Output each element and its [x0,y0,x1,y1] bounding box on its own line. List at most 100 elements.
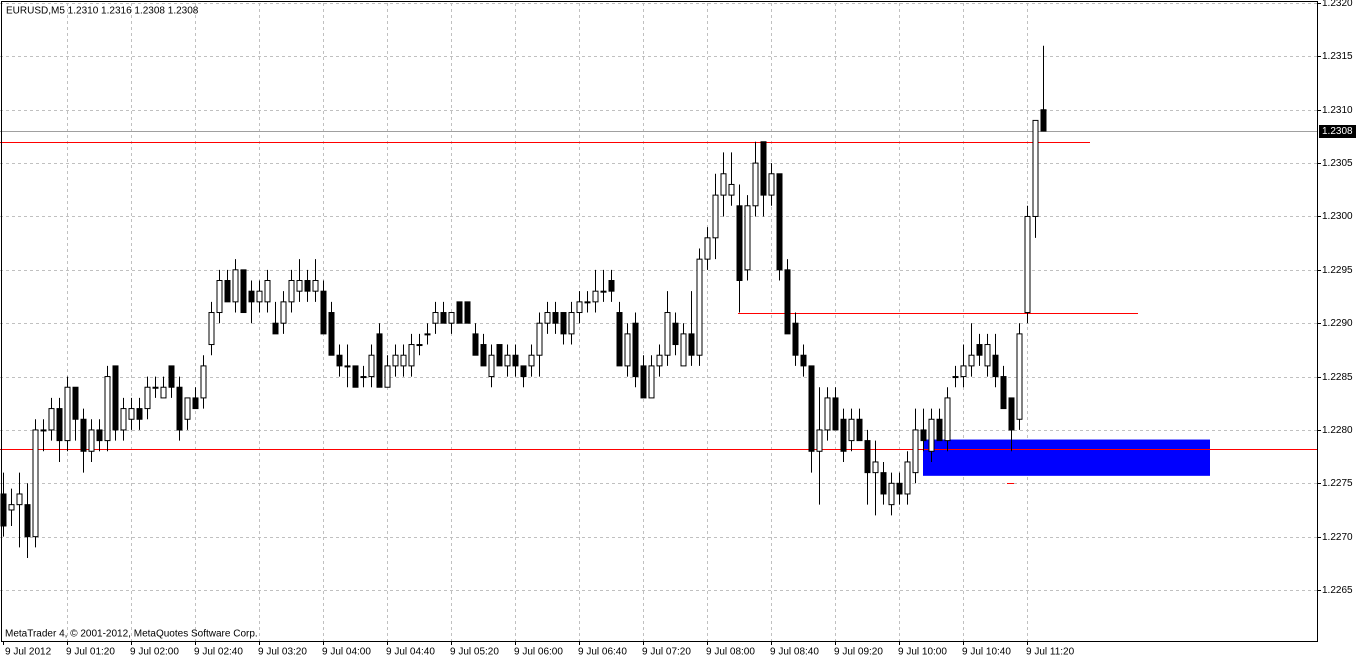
candle-body [936,418,943,442]
candle-body [152,386,159,389]
candle-body [240,269,247,314]
x-tick-label: 9 Jul 03:20 [258,647,307,658]
candle-body [1024,215,1031,314]
candle-body [48,408,55,431]
candle-body [24,504,31,538]
candle-body [976,344,983,356]
candle-body [32,429,39,538]
y-tick-label: 1.2290 [1322,318,1353,329]
chart-title: EURUSD,M5 1.2310 1.2316 1.2308 1.2308 [6,6,199,17]
candle-body [880,472,887,495]
candle-body [448,312,455,324]
candle-body [1008,397,1015,431]
candle-body [512,354,519,367]
candle-body [480,344,487,367]
y-tick-label: 1.2280 [1322,425,1353,436]
candle-body [944,397,951,442]
candle-body [408,344,415,367]
x-tick-label: 9 Jul 04:40 [386,647,435,658]
candle-body [744,205,751,271]
y-tick-label: 1.2275 [1322,478,1353,489]
candle-body [184,397,191,420]
candle-body [568,312,575,335]
candle-body [96,429,103,442]
plot-frame [1,1,1318,642]
candle-body [752,162,759,207]
candle-body [280,301,287,324]
candle-body [368,354,375,378]
candle-body [720,173,727,196]
candle-body [248,290,255,303]
candle-body [928,418,935,452]
candle-body [416,344,423,347]
candle-body [576,301,583,314]
candle-body [624,333,631,367]
current-price-box [1319,125,1356,138]
candle-body [960,365,967,378]
candle-body [840,418,847,452]
x-tick-label: 9 Jul 09:20 [834,647,883,658]
candle-body [672,322,679,346]
candle-body [424,333,431,336]
candle-body [696,258,703,356]
candle-body [832,397,839,431]
candle-body [312,280,319,292]
candle-body [688,333,695,356]
candle-body [984,344,991,367]
y-tick-label: 1.2320 [1322,0,1353,9]
x-tick-label: 9 Jul 10:00 [898,647,947,658]
x-tick-label: 9 Jul 04:00 [322,647,371,658]
candle-body [904,461,911,495]
candle-body [792,322,799,356]
y-tick-label: 1.2285 [1322,372,1353,383]
candle-body [208,312,215,346]
y-tick-label: 1.2270 [1322,532,1353,543]
candle-body [664,312,671,356]
candle-body [608,280,615,292]
candle-body [304,280,311,292]
candle-body [520,365,527,378]
y-tick-label: 1.2300 [1322,211,1353,222]
candle-body [128,408,135,420]
candle-body [712,194,719,239]
x-tick-label: 9 Jul 06:00 [514,647,563,658]
candle-body [992,354,999,378]
candle-body [864,440,871,474]
candle-body [288,280,295,303]
candle-body [656,354,663,367]
x-tick-label: 9 Jul 02:00 [130,647,179,658]
current-price-label: 1.2308 [1322,126,1353,137]
candle-body [72,386,79,420]
candle-body [544,312,551,324]
candle-body [88,429,95,452]
candle-body [232,269,239,303]
candle-body [552,312,559,324]
candle-body [192,397,199,410]
footer: MetaTrader 4, © 2001-2012, MetaQuotes So… [5,629,258,640]
candle-body [112,365,119,431]
candle-body [456,301,463,324]
candle-body [344,365,351,368]
candle-body [536,322,543,356]
candle-body [8,504,15,511]
x-tick-label: 9 Jul 2012 [5,647,52,658]
levels [0,131,1317,484]
candle-body [760,141,767,196]
candle-body [376,333,383,388]
axes: 1.2265 1.2270 1.2275 1.2280 1.2285 1.2290 1.22… [3,0,1356,658]
y-tick-label: 1.2305 [1322,158,1353,169]
candle-body [584,301,591,304]
candle-body [888,482,895,506]
x-tick-label: 9 Jul 07:20 [642,647,691,658]
candle-body [912,429,919,474]
x-tick-label: 9 Jul 02:40 [194,647,243,658]
candle-body [104,376,111,442]
candle-body [800,354,807,367]
candle-body [1040,109,1047,132]
y-tick-label: 1.2265 [1322,585,1353,596]
candle-body [728,183,735,196]
candle-body [872,461,879,474]
candle-body [816,429,823,452]
candle-body [384,365,391,388]
